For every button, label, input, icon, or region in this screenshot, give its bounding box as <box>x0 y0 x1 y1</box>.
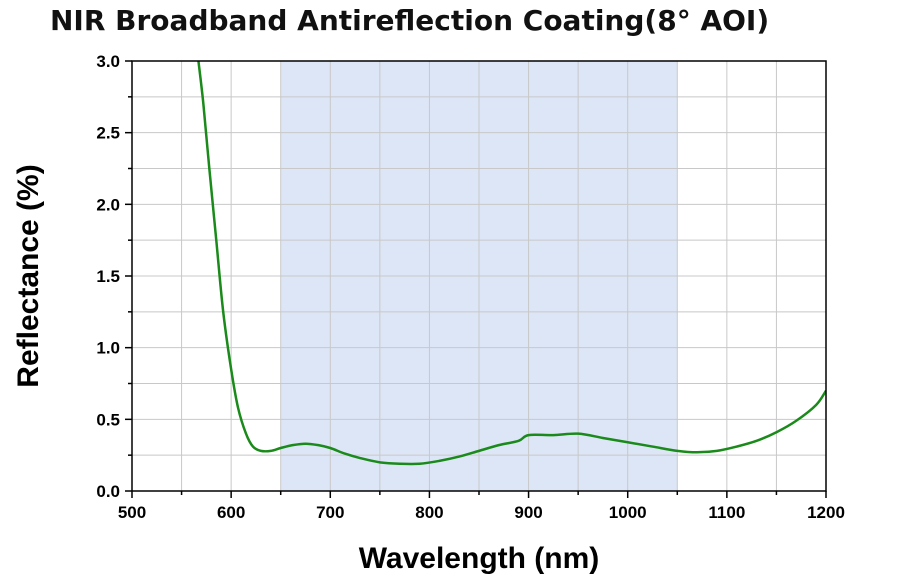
y-tick-label: 2.5 <box>96 124 120 143</box>
x-tick-label: 800 <box>415 503 443 522</box>
y-tick-label: 0.5 <box>96 410 120 429</box>
plot-frame <box>131 60 827 492</box>
reflectance-series-line <box>197 61 826 466</box>
grid <box>132 61 826 491</box>
y-tick-label: 1.0 <box>96 339 120 358</box>
y-tick-label: 0.0 <box>96 482 120 501</box>
y-tick-labels: 0.0 0.5 1.0 1.5 2.0 2.5 3.0 <box>96 52 120 501</box>
x-tick-label: 1200 <box>807 503 845 522</box>
x-tick-label: 500 <box>118 503 146 522</box>
x-tick-label: 1100 <box>708 503 745 522</box>
y-axis-title: Reflectance (%) <box>12 164 45 387</box>
x-tick-label: 1000 <box>609 503 647 522</box>
chart-title: NIR Broadband Antireflection Coating(8° … <box>50 4 770 37</box>
y-tick-label: 3.0 <box>96 52 120 71</box>
x-tick-label: 600 <box>217 503 245 522</box>
y-tick-label: 2.0 <box>96 195 120 214</box>
x-tick-labels: 500 600 700 800 900 1000 1100 1200 <box>118 503 845 522</box>
x-tick-label: 700 <box>316 503 344 522</box>
x-axis-title: Wavelength (nm) <box>359 542 600 575</box>
y-tick-label: 1.5 <box>96 267 120 286</box>
x-tick-label: 900 <box>514 503 542 522</box>
